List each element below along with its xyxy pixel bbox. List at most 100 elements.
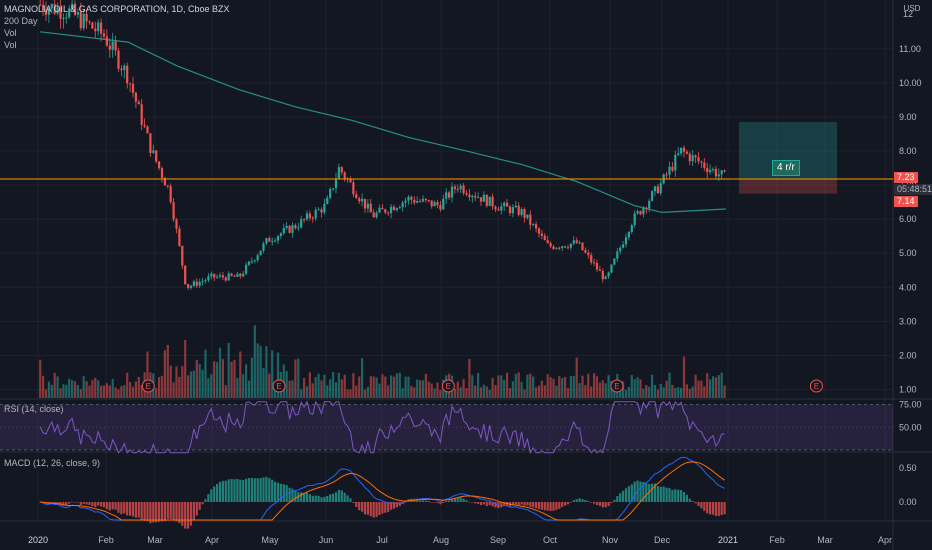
earnings-marker-circle — [272, 379, 286, 393]
volume-bar — [91, 380, 94, 398]
macd-hist-bar — [256, 478, 259, 502]
volume-bar — [720, 372, 723, 398]
candle-body — [717, 174, 720, 177]
candle-body — [636, 211, 639, 214]
candle-body — [99, 22, 103, 34]
macd-hist-bar — [215, 483, 219, 502]
candle — [230, 272, 233, 277]
candle — [401, 200, 404, 212]
volume-bar — [70, 380, 74, 398]
candle — [120, 65, 123, 77]
candle-body — [447, 192, 451, 198]
candle-body — [152, 150, 155, 153]
macd-hist-bar — [308, 494, 311, 502]
macd-hist-bar — [439, 502, 442, 505]
volume-bar — [117, 389, 120, 398]
macd-hist-bar — [639, 481, 642, 502]
candle-body — [210, 273, 213, 277]
macd-hist-bar — [221, 480, 224, 502]
candle-body — [308, 213, 311, 218]
macd-hist-bar — [407, 500, 410, 502]
macd-hist-bar — [688, 498, 691, 502]
volume-bar — [401, 388, 404, 398]
macd-hist-bar — [708, 502, 712, 515]
position-rr-label[interactable]: 4 r/r — [772, 160, 800, 176]
volume-bar — [85, 381, 88, 398]
candle — [479, 197, 483, 206]
volume-bar — [346, 389, 349, 398]
macd-hist-bar — [416, 500, 419, 502]
volume-bar — [166, 344, 169, 398]
candle-body — [503, 202, 506, 207]
macd-hist-bar — [633, 481, 636, 502]
macd-hist-bar — [410, 500, 413, 502]
price-tick: 2.00 — [899, 350, 917, 360]
volume-bar — [128, 382, 132, 398]
candle-body — [604, 276, 607, 280]
macd-hist-bar — [488, 502, 491, 506]
candle — [146, 125, 149, 134]
candle — [224, 276, 227, 283]
candle — [288, 224, 291, 234]
volume-bar — [227, 342, 230, 398]
earnings-marker-circle — [610, 379, 624, 393]
candle — [186, 284, 190, 290]
candle — [279, 232, 282, 240]
macd-hist-bar — [343, 492, 346, 502]
candle-body — [630, 225, 633, 232]
price-tick-top: 12 — [903, 9, 913, 19]
legend-ma[interactable]: 200 Day — [4, 16, 38, 26]
price-tick: 10.00 — [899, 78, 922, 88]
volume-bar — [656, 389, 659, 398]
candle-body — [218, 275, 222, 277]
legend-vol-2[interactable]: Vol — [4, 40, 17, 50]
volume-bars — [39, 325, 726, 398]
macd-hist-bar — [517, 502, 520, 506]
legend-vol-1[interactable]: Vol — [4, 28, 17, 38]
macd-hist-bar — [534, 502, 538, 509]
candle-body — [621, 244, 625, 248]
candle — [671, 162, 674, 173]
volume-bar — [105, 383, 108, 398]
price-tick: 5.00 — [899, 248, 917, 258]
volume-bar — [714, 377, 717, 398]
candle-body — [192, 281, 195, 286]
macd-hist-bar — [511, 502, 514, 506]
candle — [389, 203, 393, 219]
macd-hist-bar — [108, 502, 111, 511]
candle-body — [421, 198, 425, 202]
time-tick: Aug — [433, 535, 449, 545]
macd-hist-bar — [375, 502, 378, 517]
macd-hist-bar — [239, 479, 242, 502]
volume-bar — [108, 385, 111, 398]
candle-body — [706, 167, 709, 173]
candle-body — [395, 208, 398, 211]
volume-bar — [265, 346, 268, 398]
candle — [340, 166, 343, 176]
candle-body — [494, 206, 497, 210]
volume-bar — [140, 385, 143, 398]
candle — [630, 223, 633, 235]
macd-hist-bar — [697, 502, 700, 507]
macd-hist-bar — [395, 502, 398, 508]
candle-body — [279, 233, 282, 237]
candle — [421, 195, 425, 203]
macd-hist-bar — [590, 502, 593, 503]
macd-hist-bar — [610, 502, 613, 504]
volume-bar — [523, 389, 526, 398]
volume-bar — [320, 380, 323, 398]
candle — [523, 207, 526, 223]
macd-label[interactable]: MACD (12, 26, close, 9) — [4, 458, 101, 468]
volume-bar — [39, 359, 42, 398]
price-tick: 9.00 — [899, 112, 917, 122]
candle-body — [82, 13, 85, 29]
macd-hist-bar — [73, 502, 77, 503]
macd-hist-bar — [105, 502, 108, 510]
price-tick: 1.00 — [899, 384, 917, 394]
macd-hist-bar — [650, 483, 654, 502]
candle — [302, 218, 306, 223]
candle-body — [178, 228, 181, 246]
candle — [706, 162, 709, 178]
rsi-label[interactable]: RSI (14, close) — [4, 404, 64, 414]
